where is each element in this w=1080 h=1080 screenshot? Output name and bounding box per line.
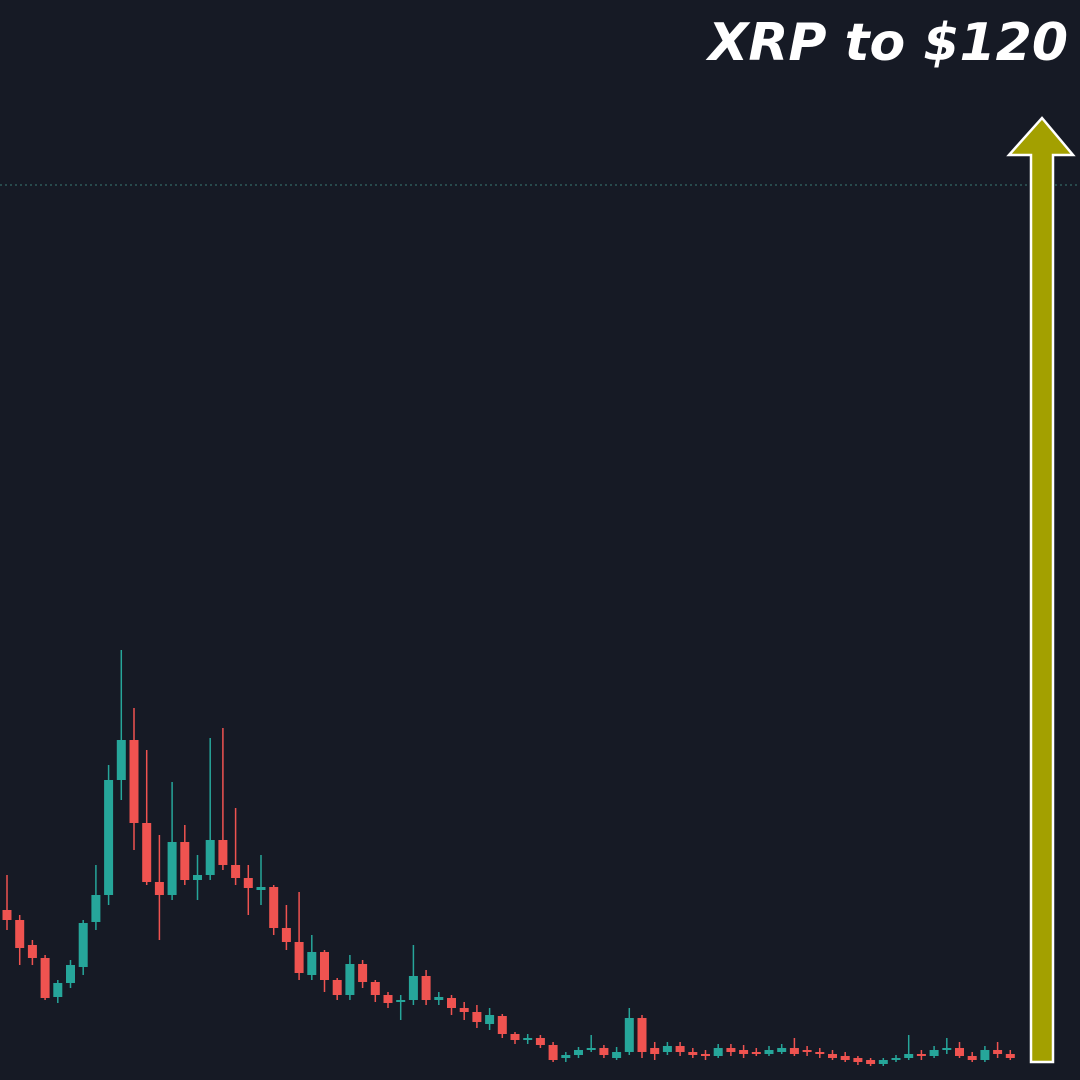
- candle-body: [167, 842, 177, 895]
- candles: [2, 650, 1015, 1066]
- candle-body: [294, 942, 304, 973]
- candle-body: [751, 1052, 761, 1054]
- candle-body: [840, 1056, 850, 1060]
- candle-body: [802, 1050, 812, 1052]
- candle-body: [548, 1045, 558, 1060]
- candle-body: [701, 1054, 710, 1056]
- candle-body: [713, 1048, 723, 1056]
- candle-body: [129, 740, 139, 823]
- candle-body: [320, 952, 329, 980]
- candle-body: [523, 1038, 533, 1040]
- candle-body: [789, 1048, 799, 1054]
- candle-body: [929, 1050, 939, 1056]
- candle-body: [942, 1048, 952, 1050]
- candle-body: [955, 1048, 964, 1056]
- candle-body: [281, 928, 291, 942]
- candle-body: [358, 964, 368, 982]
- candle-body: [447, 998, 456, 1008]
- candle-body: [993, 1050, 1003, 1054]
- candle-body: [599, 1048, 609, 1055]
- candle-body: [472, 1012, 482, 1022]
- candle-body: [853, 1058, 863, 1062]
- candle-body: [866, 1060, 876, 1064]
- candle-body: [739, 1050, 749, 1054]
- candle-body: [180, 842, 190, 880]
- candle-body: [764, 1050, 774, 1054]
- candle-body: [485, 1015, 495, 1024]
- candle-body: [91, 895, 101, 922]
- candle-body: [370, 982, 380, 995]
- candle-body: [383, 995, 393, 1003]
- candle-body: [459, 1008, 469, 1012]
- candle-body: [497, 1016, 507, 1034]
- candle-body: [154, 882, 164, 895]
- candle-body: [662, 1046, 672, 1052]
- candle-body: [40, 958, 50, 998]
- candle-body: [269, 887, 279, 928]
- candle-body: [586, 1048, 596, 1050]
- candle-body: [396, 1000, 406, 1002]
- candle-body: [980, 1050, 990, 1060]
- candle-body: [104, 780, 114, 895]
- candle-body: [612, 1052, 622, 1058]
- candle-body: [815, 1052, 825, 1054]
- candle-body: [53, 983, 63, 997]
- candle-body: [243, 878, 253, 888]
- target-arrow: [1006, 116, 1076, 1064]
- candle-body: [904, 1054, 914, 1058]
- candle-body: [66, 965, 75, 983]
- candle-body: [332, 980, 342, 995]
- candle-body: [256, 887, 266, 890]
- candle-body: [726, 1048, 736, 1052]
- candle-body: [624, 1018, 634, 1052]
- candle-body: [777, 1048, 787, 1052]
- candle-body: [434, 997, 444, 1000]
- candle-body: [421, 976, 431, 1000]
- candle-body: [205, 840, 215, 875]
- candle-body: [218, 840, 228, 865]
- candle-body: [967, 1056, 977, 1060]
- candle-body: [675, 1046, 685, 1052]
- candle-body: [345, 964, 355, 995]
- candle-body: [561, 1055, 571, 1058]
- candle-body: [688, 1052, 698, 1055]
- candle-body: [650, 1048, 660, 1054]
- candle-body: [891, 1058, 901, 1060]
- candle-body: [15, 920, 25, 948]
- candle-body: [142, 823, 152, 882]
- candle-body: [27, 945, 37, 958]
- chart-title: XRP to $120: [705, 13, 1068, 73]
- candle-body: [2, 910, 12, 920]
- candle-body: [116, 740, 126, 780]
- candle-body: [574, 1050, 583, 1055]
- candle-body: [307, 952, 317, 975]
- candle-body: [878, 1060, 888, 1064]
- candle-body: [408, 976, 418, 1000]
- candle-body: [1005, 1054, 1015, 1058]
- candle-body: [231, 865, 241, 878]
- candle-body: [637, 1018, 647, 1052]
- candle-body: [828, 1054, 837, 1058]
- candle-body: [535, 1038, 545, 1045]
- candle-body: [916, 1054, 926, 1056]
- candle-body: [78, 923, 88, 967]
- candle-body: [510, 1034, 520, 1040]
- candle-body: [193, 875, 202, 880]
